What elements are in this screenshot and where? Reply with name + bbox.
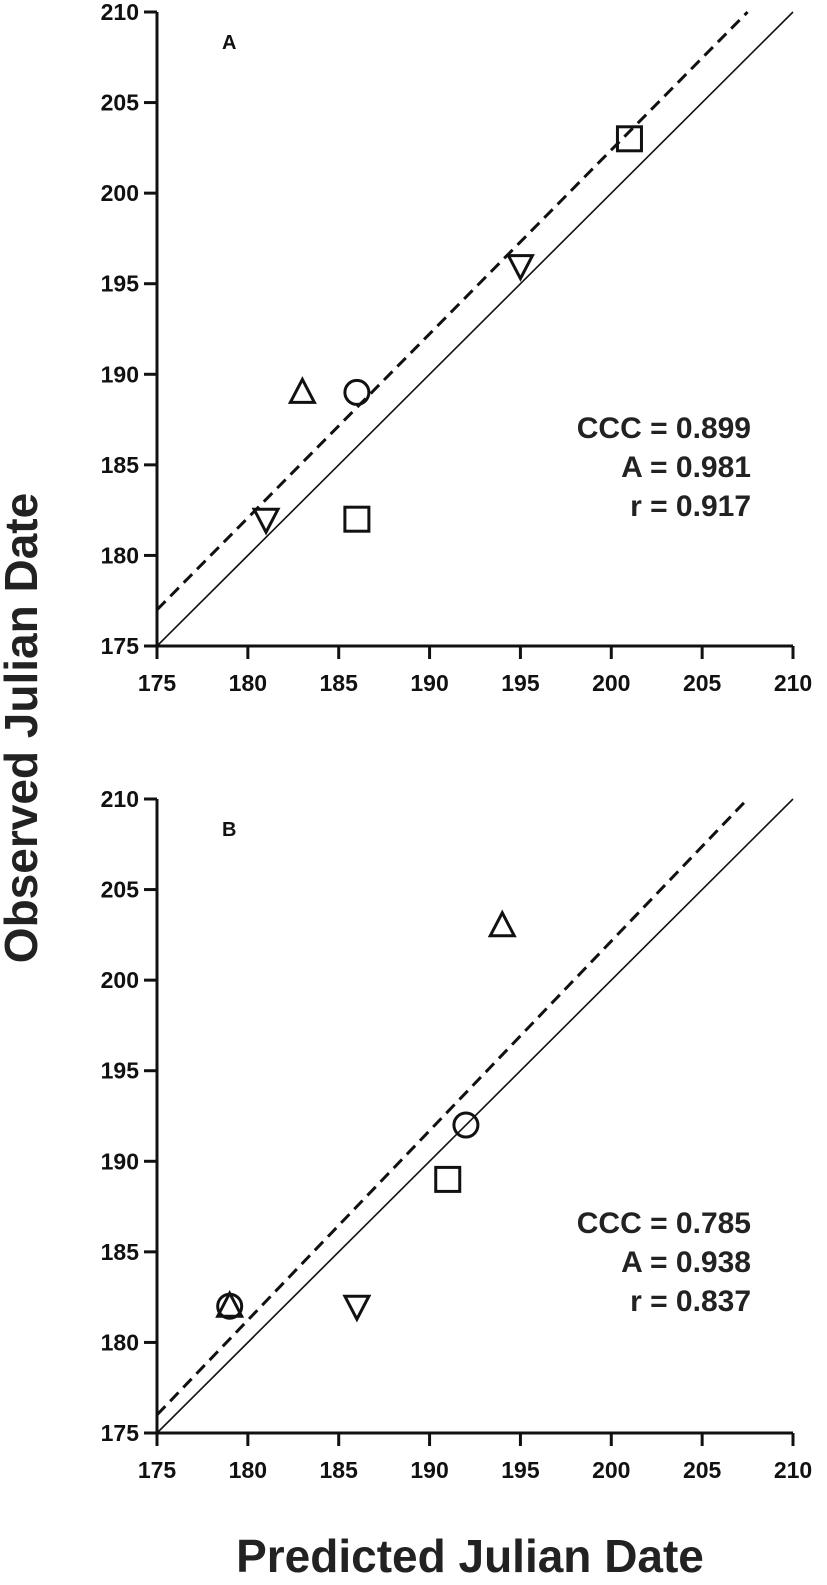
y-tick-label-a: 195	[101, 271, 140, 297]
stat-line-a: CCC = 0.899	[577, 412, 751, 445]
y-tick-label-b: 185	[101, 1239, 140, 1265]
regression-line-b	[155, 797, 749, 1416]
x-tick-label-b: 200	[592, 1457, 630, 1483]
x-tick-label-b: 205	[683, 1457, 722, 1483]
stat-line-b: A = 0.938	[621, 1246, 751, 1279]
marker-circle-a	[343, 378, 371, 406]
marker-triangle-up-b	[487, 909, 517, 938]
stat-line-b: CCC = 0.785	[577, 1207, 751, 1240]
y-tick-label-a: 175	[101, 633, 140, 659]
marker-circle-b	[452, 1111, 480, 1139]
x-tick-label-b: 175	[138, 1457, 177, 1483]
x-tick-label-b: 180	[229, 1457, 267, 1483]
one-to-one-line-a	[156, 11, 794, 647]
x-tick-label-b: 195	[501, 1457, 540, 1483]
x-tick-label-b: 185	[320, 1457, 359, 1483]
y-tick-label-a: 200	[101, 180, 139, 206]
x-tick-label-a: 200	[592, 670, 630, 696]
y-tick-label-a: 210	[101, 0, 139, 25]
marker-triangle-down-a	[251, 507, 281, 536]
x-tick-label-b: 210	[774, 1457, 812, 1483]
x-tick-label-a: 190	[410, 670, 448, 696]
y-tick-label-a: 205	[101, 90, 140, 116]
y-tick-label-b: 190	[101, 1148, 139, 1174]
y-tick-label-b: 205	[101, 877, 140, 903]
y-tick-label-b: 200	[101, 967, 139, 993]
y-tick-label-b: 195	[101, 1058, 140, 1084]
panel-a: 175 180 185 190 195 200 205 210 175 180 185 190 195 2…	[101, 0, 813, 696]
panel-letter-b: B	[222, 819, 236, 841]
stat-line-b: r = 0.837	[630, 1285, 751, 1318]
y-tick-label-a: 185	[101, 452, 140, 478]
marker-square-b	[434, 1165, 462, 1193]
stat-line-a: A = 0.981	[621, 451, 751, 484]
x-tick-label-a: 180	[229, 670, 267, 696]
y-tick-label-a: 190	[101, 361, 139, 387]
x-tick-label-a: 175	[138, 670, 177, 696]
panel-letter-a: A	[222, 32, 236, 54]
marker-triangle-up-a	[287, 376, 317, 404]
stat-line-a: r = 0.917	[630, 490, 751, 523]
marker-triangle-down-a	[505, 254, 535, 282]
y-tick-label-b: 175	[101, 1420, 140, 1446]
x-tick-label-a: 210	[774, 670, 812, 696]
marker-square-a	[343, 505, 371, 533]
marker-triangle-down-b	[342, 1294, 372, 1323]
y-tick-label-b: 180	[101, 1329, 139, 1355]
y-axis-title: Observed Julian Date	[0, 493, 47, 963]
y-tick-label-b: 210	[101, 786, 139, 812]
x-tick-label-b: 190	[410, 1457, 448, 1483]
panel-b: 175 180 185 190 195 200 205 210 175 180 185 190 195 2…	[101, 786, 813, 1483]
x-tick-label-a: 205	[683, 670, 722, 696]
x-tick-label-a: 185	[320, 670, 359, 696]
marker-square-a	[615, 125, 643, 153]
x-tick-label-a: 195	[501, 670, 540, 696]
y-tick-label-a: 180	[101, 542, 139, 568]
marker-triangle-up-b	[215, 1289, 245, 1318]
x-axis-title: Predicted Julian Date	[236, 1530, 704, 1582]
